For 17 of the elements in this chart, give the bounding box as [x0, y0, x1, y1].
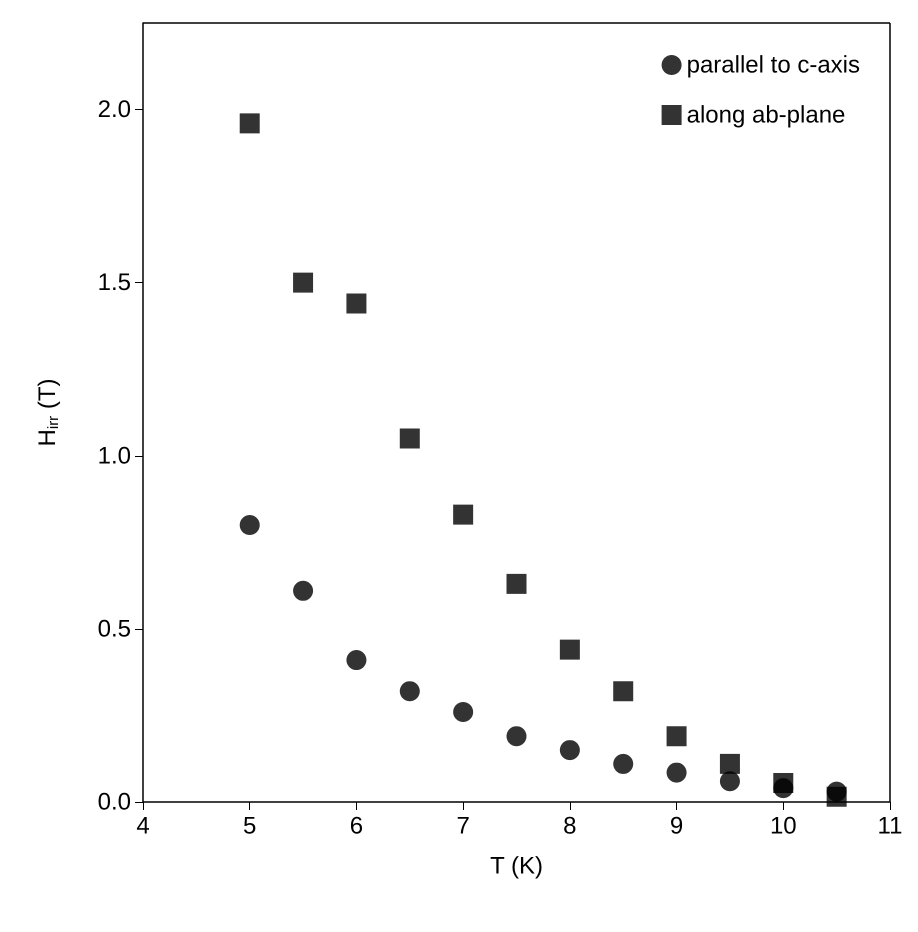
x-tick-label: 9: [670, 812, 684, 840]
x-tick-label: 6: [350, 812, 364, 840]
x-tick-label: 11: [878, 812, 902, 840]
x-tick-label: 5: [243, 812, 256, 840]
x-tick-label: 10: [770, 812, 797, 840]
y-tick-label: 1.0: [98, 442, 131, 470]
y-tick-label: 2.0: [98, 96, 131, 124]
legend-label: along ab-plane: [686, 102, 846, 128]
x-tick-label: 7: [456, 812, 470, 840]
y-axis-title: Hirr (T): [34, 378, 62, 446]
x-axis-title: T (K): [490, 852, 543, 880]
x-tick-label: 8: [563, 812, 577, 840]
y-tick-label: 0.0: [98, 788, 131, 816]
y-tick-label: 0.5: [98, 615, 131, 642]
y-tick-label: 1.5: [98, 269, 131, 296]
x-tick-label: 4: [136, 812, 150, 840]
legend-label: parallel to c-axis: [686, 52, 860, 78]
